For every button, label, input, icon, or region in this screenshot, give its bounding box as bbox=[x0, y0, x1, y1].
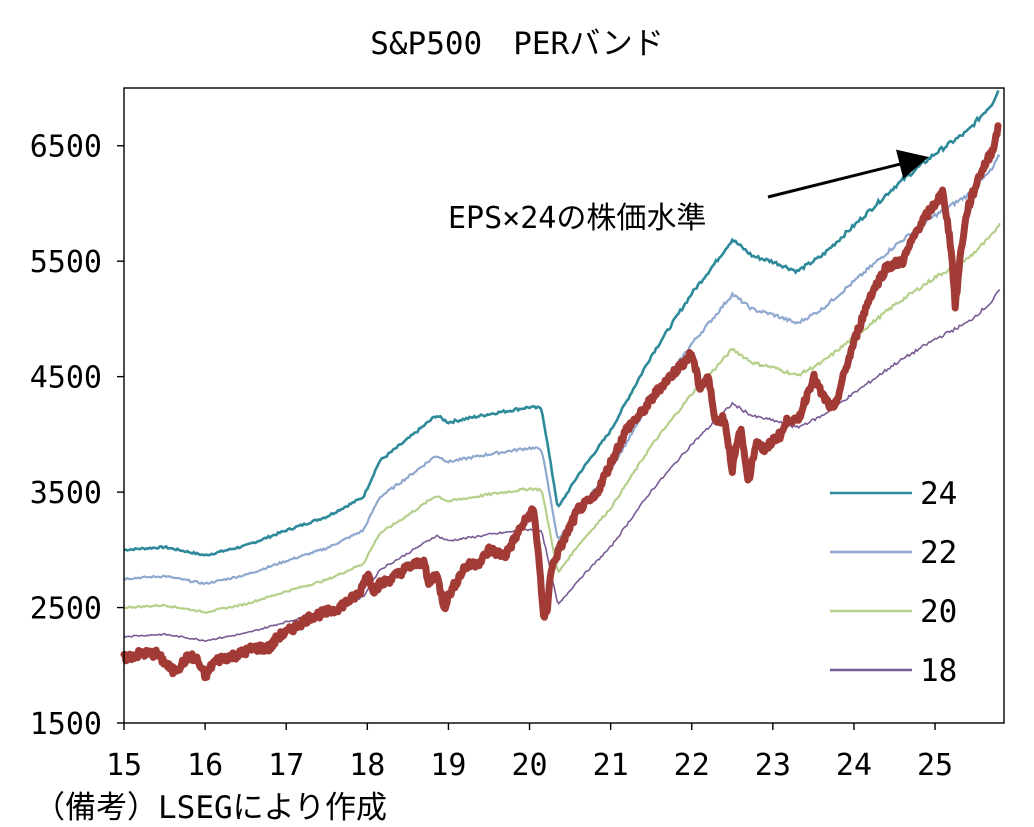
price-line bbox=[120, 122, 1002, 682]
legend: 24 22 20 18 bbox=[830, 476, 957, 689]
x-tick-label: 22 bbox=[674, 748, 710, 783]
band-line-20 bbox=[123, 222, 1001, 614]
x-tick-label: 24 bbox=[836, 748, 872, 783]
x-axis-ticks: 15 16 17 18 19 20 21 22 23 24 25 bbox=[106, 723, 953, 783]
x-tick-label: 23 bbox=[755, 748, 791, 783]
band-line-18 bbox=[123, 289, 1001, 643]
x-tick-label: 17 bbox=[268, 748, 304, 783]
y-tick-label: 1500 bbox=[30, 707, 102, 742]
y-axis-ticks: 1500 2500 3500 4500 5500 6500 bbox=[30, 130, 124, 742]
y-tick-label: 5500 bbox=[30, 245, 102, 280]
annotation-label: EPS×24の株価水準 bbox=[448, 201, 706, 236]
x-tick-label: 16 bbox=[187, 748, 223, 783]
x-tick-label: 21 bbox=[593, 748, 629, 783]
x-tick-label: 25 bbox=[917, 748, 953, 783]
annotation: EPS×24の株価水準 bbox=[448, 149, 929, 236]
x-tick-label: 20 bbox=[511, 748, 547, 783]
legend-label-18: 18 bbox=[920, 653, 957, 689]
x-tick-label: 18 bbox=[349, 748, 385, 783]
legend-label-20: 20 bbox=[920, 594, 957, 630]
y-tick-label: 6500 bbox=[30, 130, 102, 165]
x-tick-label: 19 bbox=[430, 748, 466, 783]
chart-title: S&P500 PERバンド bbox=[370, 26, 664, 62]
plot-frame bbox=[123, 87, 1005, 724]
y-tick-label: 4500 bbox=[30, 361, 102, 396]
axes bbox=[123, 87, 1005, 724]
legend-label-22: 22 bbox=[920, 535, 957, 571]
source-note: （備考）LSEGにより作成 bbox=[34, 790, 388, 826]
legend-label-24: 24 bbox=[920, 476, 957, 512]
band-line-24 bbox=[123, 90, 1000, 557]
y-tick-label: 3500 bbox=[30, 476, 102, 511]
x-tick-label: 15 bbox=[106, 748, 142, 783]
annotation-arrow bbox=[767, 149, 929, 199]
y-tick-label: 2500 bbox=[30, 592, 102, 627]
price-line-sp500 bbox=[120, 122, 1002, 682]
